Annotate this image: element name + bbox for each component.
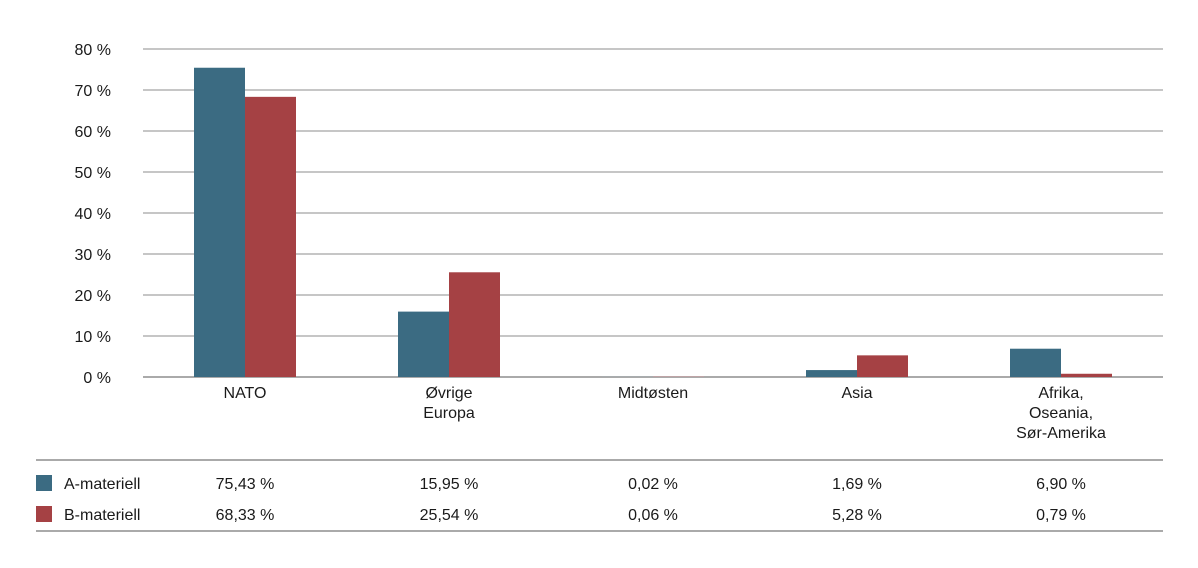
x-category-line: NATO bbox=[224, 385, 267, 402]
table-cell: 15,95 % bbox=[420, 476, 479, 493]
table-cell: 5,28 % bbox=[832, 507, 882, 524]
y-tick-label: 50 % bbox=[75, 165, 111, 182]
x-category-label: Midtøsten bbox=[618, 385, 688, 402]
x-category-label: Øvrige Europa bbox=[423, 385, 475, 422]
table-cell: 0,79 % bbox=[1036, 507, 1086, 524]
y-tick-label: 70 % bbox=[75, 83, 111, 100]
x-category-line: Øvrige bbox=[425, 385, 472, 402]
x-category-line: Sør-Amerika bbox=[1016, 425, 1106, 442]
legend-swatch-0 bbox=[36, 475, 52, 491]
data-table: A-materiell 75,43 % 15,95 % 0,02 % 1,69 % 6,9… bbox=[36, 459, 1163, 532]
x-category-label: Asia bbox=[841, 385, 872, 402]
y-tick-label: 80 % bbox=[75, 42, 111, 59]
table-cell: 25,54 % bbox=[420, 507, 479, 524]
legend-swatch-1 bbox=[36, 506, 52, 522]
x-category-line: Oseania, bbox=[1029, 405, 1093, 422]
bar-b-materiell-0 bbox=[245, 96, 296, 378]
bar-b-materiell-1 bbox=[449, 272, 500, 377]
bar-b-materiell-3 bbox=[857, 355, 908, 377]
table-cell: 1,69 % bbox=[832, 476, 882, 493]
bar-a-materiell-1 bbox=[398, 311, 449, 377]
y-tick-label: 40 % bbox=[75, 206, 111, 223]
bar-a-materiell-3 bbox=[806, 370, 857, 377]
bars bbox=[194, 67, 1112, 378]
gridlines bbox=[143, 48, 1163, 378]
table-cell: 0,06 % bbox=[628, 507, 678, 524]
x-category-line: Afrika, bbox=[1038, 385, 1083, 402]
x-category-line: Europa bbox=[423, 405, 475, 422]
x-axis-categories: NATO Øvrige Europa Midtøsten Asia Afrika, Osea… bbox=[224, 385, 1106, 442]
x-category-label: Afrika, Oseania, Sør-Amerika bbox=[1016, 385, 1106, 442]
bar-b-materiell-4 bbox=[1061, 373, 1112, 377]
x-category-line: Asia bbox=[841, 385, 872, 402]
y-axis-ticks: 0 % 10 % 20 % 30 % 40 % 50 % 60 % 70 % 80 % bbox=[75, 42, 111, 387]
y-tick-label: 10 % bbox=[75, 329, 111, 346]
table-cell: 6,90 % bbox=[1036, 476, 1086, 493]
legend-label: B-materiell bbox=[64, 507, 140, 524]
x-category-label: NATO bbox=[224, 385, 267, 402]
table-cell: 0,02 % bbox=[628, 476, 678, 493]
y-tick-label: 60 % bbox=[75, 124, 111, 141]
x-category-line: Midtøsten bbox=[618, 385, 688, 402]
y-tick-label: 0 % bbox=[83, 370, 111, 387]
bar-a-materiell-0 bbox=[194, 67, 245, 377]
y-tick-label: 30 % bbox=[75, 247, 111, 264]
table-cell: 68,33 % bbox=[216, 507, 275, 524]
bar-a-materiell-4 bbox=[1010, 348, 1061, 377]
table-cell: 75,43 % bbox=[216, 476, 275, 493]
y-tick-label: 20 % bbox=[75, 288, 111, 305]
legend-label: A-materiell bbox=[64, 476, 140, 493]
